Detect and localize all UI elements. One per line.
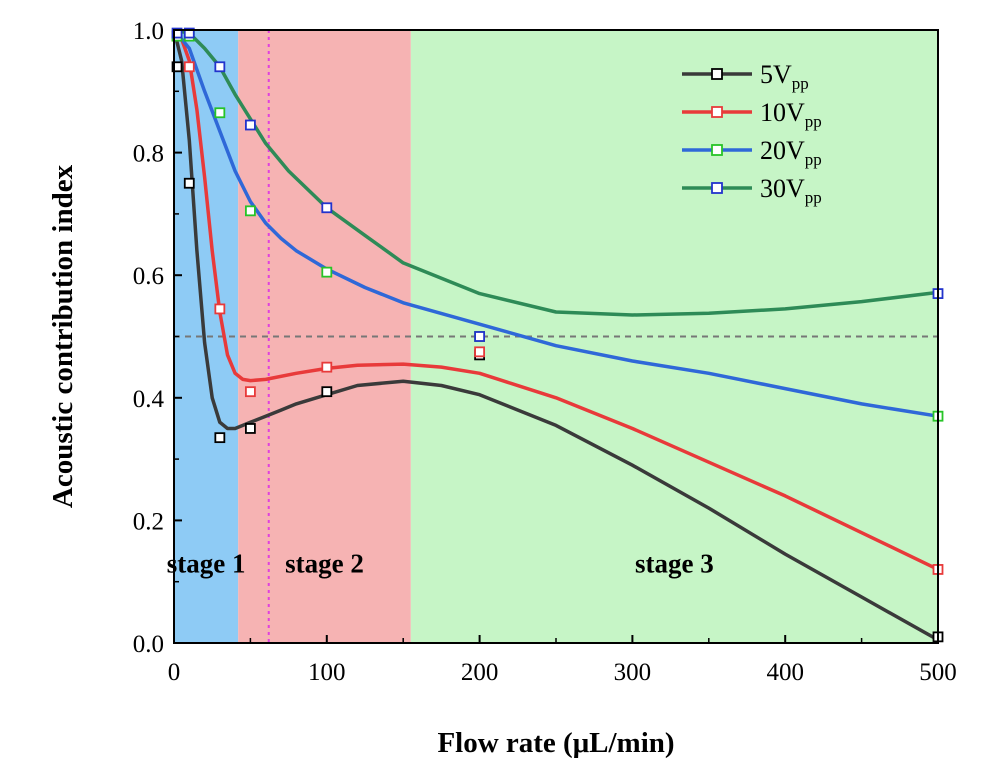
y-tick-label: 0.6 — [133, 263, 164, 290]
legend-label: 30Vpp — [760, 174, 822, 207]
y-tick-label: 0.4 — [133, 386, 165, 413]
legend-item-20v: 20Vpp — [682, 136, 822, 169]
legend-item-5v: 5Vpp — [682, 60, 809, 93]
data-point-30v — [171, 27, 183, 39]
x-tick-label: 0 — [168, 659, 181, 686]
data-point-20v — [321, 266, 333, 278]
data-point-10v — [321, 361, 333, 373]
y-tick-label: 1.0 — [133, 18, 164, 45]
legend-marker — [711, 68, 723, 80]
legend-marker — [711, 106, 723, 118]
y-axis-title: Acoustic contribution index — [47, 164, 79, 508]
x-tick-label: 200 — [461, 659, 499, 686]
stage-labels: stage 1 stage 2 stage 3 — [167, 549, 714, 579]
legend-label: 10Vpp — [760, 98, 822, 131]
data-point-10v — [214, 303, 226, 315]
data-point-10v — [244, 386, 256, 398]
data-point-10v — [183, 61, 195, 73]
data-point-5v — [183, 177, 195, 189]
legend-item-30v: 30Vpp — [682, 174, 822, 207]
stage-label-stage-1: stage 1 — [167, 549, 246, 579]
legend-label: 5Vpp — [760, 60, 809, 93]
x-tick-label: 500 — [919, 659, 957, 686]
data-point-30v — [321, 202, 333, 214]
data-point-20v — [244, 205, 256, 217]
axis-ticks: 0 100 200 300 400 500 0.0 0.2 0.4 0.6 0.8 1.0 — [133, 18, 957, 686]
data-point-5v — [244, 423, 256, 434]
data-point-30v — [214, 61, 226, 73]
data-point-30v — [183, 27, 195, 39]
x-tick-label: 300 — [614, 659, 652, 686]
legend-marker — [711, 144, 723, 156]
data-point-5v — [214, 432, 226, 444]
region-stage-1 — [174, 30, 239, 643]
x-tick-label: 100 — [308, 659, 346, 686]
legend-item-10v: 10Vpp — [682, 98, 822, 131]
y-tick-label: 0.2 — [133, 508, 164, 535]
data-point-10v — [474, 346, 486, 358]
series-line-10v — [172, 28, 940, 572]
data-point-30v — [474, 331, 486, 342]
legend-label: 20Vpp — [760, 136, 822, 169]
stage-label-stage-2: stage 2 — [285, 549, 364, 579]
x-tick-label: 400 — [766, 659, 804, 686]
data-point-30v — [244, 119, 256, 131]
data-point-20v — [214, 107, 226, 119]
legend-marker — [711, 182, 723, 194]
x-axis-title: Flow rate (μL/min) — [437, 727, 674, 759]
y-tick-label: 0.0 — [133, 631, 164, 658]
legend: 5Vpp 10Vpp 20Vpp 30Vpp — [682, 60, 822, 207]
data-point-5v — [171, 61, 183, 73]
data-point-5v — [321, 386, 333, 398]
series-line-5v — [172, 28, 940, 642]
stage-label-stage-3: stage 3 — [635, 549, 714, 579]
y-tick-label: 0.8 — [133, 141, 164, 168]
